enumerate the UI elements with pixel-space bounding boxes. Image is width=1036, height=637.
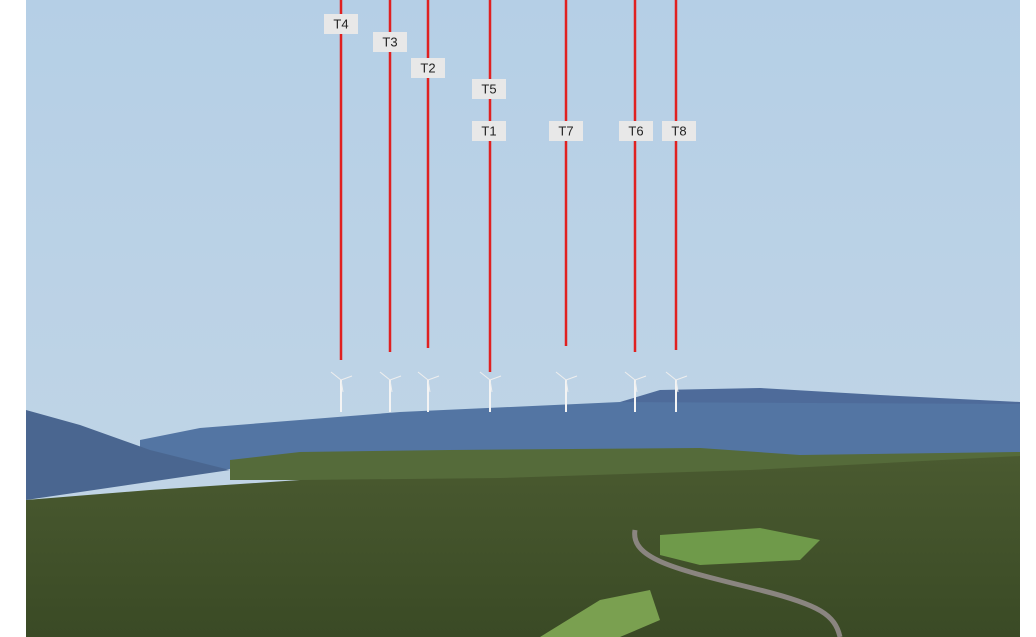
label-box bbox=[549, 121, 583, 141]
turbine-label: T5 bbox=[481, 81, 496, 96]
turbine-blade bbox=[340, 379, 344, 393]
turbine-label: T1 bbox=[481, 123, 496, 138]
turbine-blade bbox=[675, 375, 688, 381]
label-box bbox=[373, 32, 407, 52]
hill-left bbox=[26, 410, 230, 500]
turbine-blade bbox=[417, 371, 429, 381]
turbine-label: T8 bbox=[671, 123, 686, 138]
field bbox=[660, 528, 820, 565]
turbine-label: T6 bbox=[628, 123, 643, 138]
label-box bbox=[472, 79, 506, 99]
turbine-label: T4 bbox=[333, 16, 348, 31]
field bbox=[540, 590, 660, 637]
label-box bbox=[472, 121, 506, 141]
turbine-blade bbox=[489, 375, 502, 381]
road bbox=[632, 529, 843, 637]
turbine-blade bbox=[634, 379, 638, 393]
turbine-blade bbox=[389, 375, 402, 381]
label-box bbox=[619, 121, 653, 141]
turbine-blade bbox=[340, 375, 353, 381]
turbine-blade bbox=[330, 371, 342, 381]
turbine-blade bbox=[427, 379, 431, 393]
turbine-blade bbox=[427, 375, 440, 381]
turbine-blade bbox=[565, 375, 578, 381]
turbine-blade bbox=[665, 371, 677, 381]
turbine-blade bbox=[555, 371, 567, 381]
turbine-blade bbox=[379, 371, 391, 381]
turbine-label: T7 bbox=[558, 123, 573, 138]
label-box bbox=[662, 121, 696, 141]
turbine-label: T3 bbox=[382, 34, 397, 49]
label-box bbox=[411, 58, 445, 78]
turbine-blade bbox=[489, 379, 493, 393]
annotations: T4 T3 T2 T5 T1 T7 T6 T8 bbox=[324, 0, 696, 412]
turbine-blade bbox=[624, 371, 636, 381]
turbine-blade bbox=[565, 379, 569, 393]
turbine-label: T2 bbox=[420, 60, 435, 75]
label-box bbox=[324, 14, 358, 34]
turbine-blade bbox=[675, 379, 679, 393]
turbine-blade bbox=[634, 375, 647, 381]
turbine-blade bbox=[389, 379, 393, 393]
turbine-blade bbox=[479, 371, 491, 381]
